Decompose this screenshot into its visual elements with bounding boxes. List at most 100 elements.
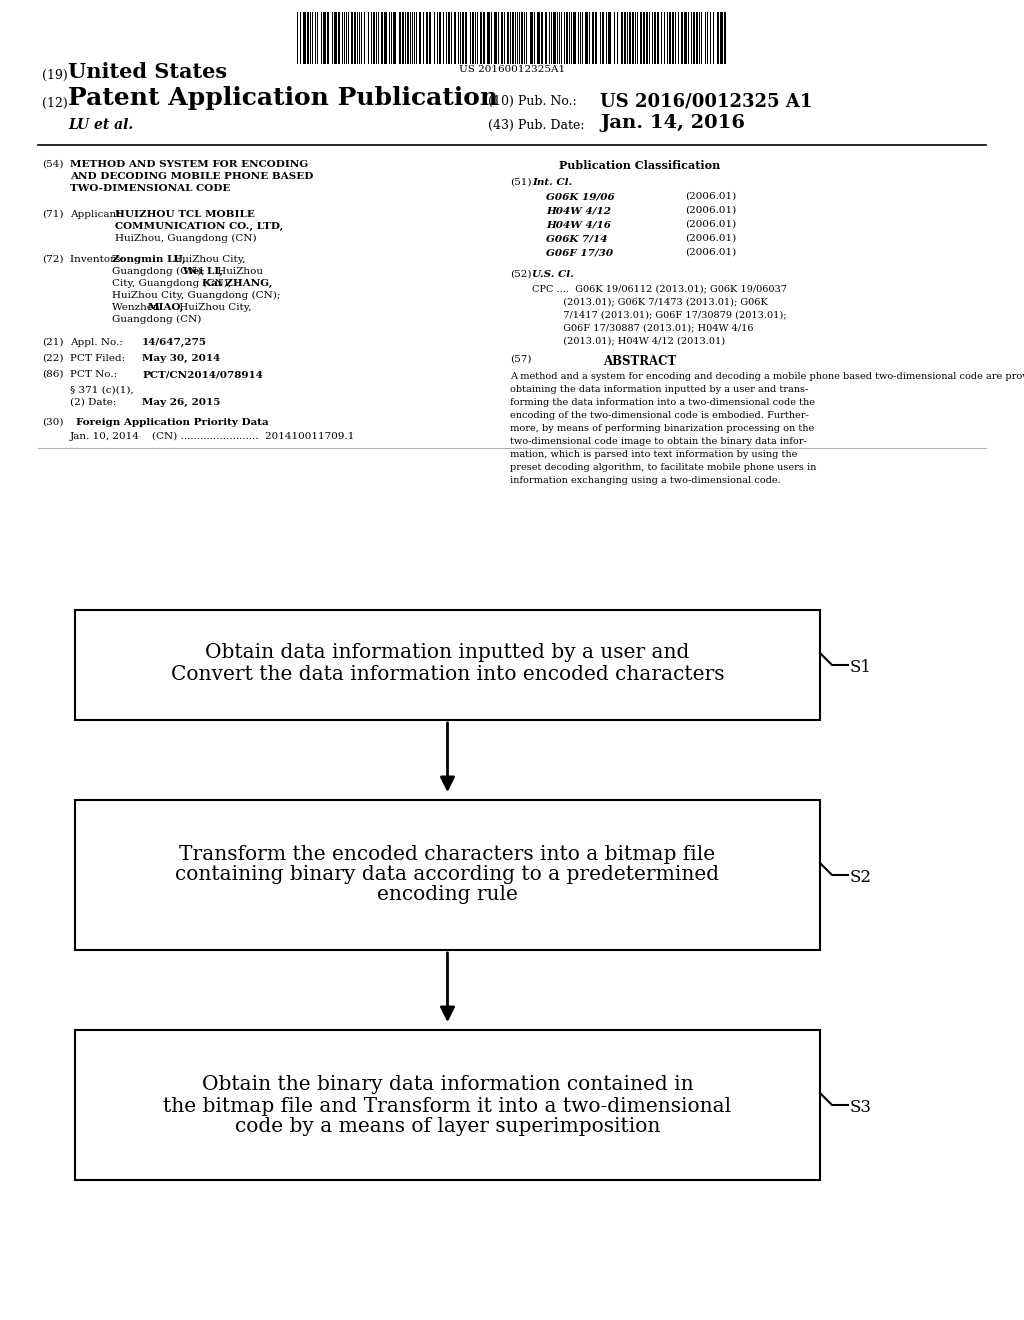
Text: ABSTRACT: ABSTRACT [603, 355, 677, 368]
Bar [667, 12, 668, 63]
Text: obtaining the data information inputted by a user and trans-: obtaining the data information inputted … [510, 385, 808, 393]
Bar [342, 12, 343, 63]
Text: U.S. Cl.: U.S. Cl. [532, 271, 573, 279]
Bar [684, 12, 686, 63]
Bar [595, 12, 597, 63]
Bar [465, 12, 467, 63]
Text: Int. Cl.: Int. Cl. [532, 178, 572, 187]
Text: May 30, 2014: May 30, 2014 [142, 354, 220, 363]
Text: Zongmin LU,: Zongmin LU, [112, 255, 185, 264]
Text: Publication Classification: Publication Classification [559, 160, 721, 172]
Text: Obtain the binary data information contained in: Obtain the binary data information conta… [202, 1076, 693, 1094]
Text: H04W 4/16: H04W 4/16 [546, 220, 611, 228]
Bar [504, 12, 505, 63]
Text: Wei LI,: Wei LI, [182, 267, 223, 276]
Bar [605, 12, 607, 63]
Bar [566, 12, 568, 63]
Text: HUIZHOU TCL MOBILE: HUIZHOU TCL MOBILE [115, 210, 255, 219]
Text: information exchanging using a two-dimensional code.: information exchanging using a two-dimen… [510, 477, 780, 484]
Text: Transform the encoded characters into a bitmap file: Transform the encoded characters into a … [179, 846, 716, 865]
Bar [408, 12, 410, 63]
Text: (86): (86) [42, 370, 63, 379]
Bar [589, 12, 590, 63]
Text: code by a means of layer superimposition: code by a means of layer superimposition [234, 1118, 660, 1137]
Text: MIAO,: MIAO, [148, 304, 184, 312]
Bar [75, 1030, 820, 1180]
Text: (10) Pub. No.:: (10) Pub. No.: [488, 95, 577, 108]
Text: (2006.01): (2006.01) [685, 234, 736, 243]
Bar [643, 12, 644, 63]
Text: encoding rule: encoding rule [377, 886, 518, 904]
Bar [640, 12, 642, 63]
Text: G06F 17/30: G06F 17/30 [546, 248, 613, 257]
Bar [75, 610, 820, 719]
Text: mation, which is parsed into text information by using the: mation, which is parsed into text inform… [510, 450, 798, 459]
Text: Wenzhen: Wenzhen [112, 304, 163, 312]
Text: METHOD AND SYSTEM FOR ENCODING: METHOD AND SYSTEM FOR ENCODING [70, 160, 308, 169]
Text: US 2016/0012325 A1: US 2016/0012325 A1 [600, 92, 812, 110]
Text: (2006.01): (2006.01) [685, 206, 736, 215]
Bar [384, 12, 387, 63]
Bar [507, 12, 509, 63]
Text: (2006.01): (2006.01) [685, 248, 736, 257]
Text: more, by means of performing binarization processing on the: more, by means of performing binarizatio… [510, 424, 814, 433]
Text: § 371 (c)(1),: § 371 (c)(1), [70, 385, 134, 395]
Text: HuiZhou City, Guangdong (CN);: HuiZhou City, Guangdong (CN); [112, 290, 281, 300]
Bar [585, 12, 588, 63]
Text: HuiZhou, Guangdong (CN): HuiZhou, Guangdong (CN) [115, 234, 257, 243]
Text: 7/1417 (2013.01); G06F 17/30879 (2013.01);: 7/1417 (2013.01); G06F 17/30879 (2013.01… [532, 310, 786, 319]
Text: S3: S3 [850, 1098, 872, 1115]
Text: HuiZhou City,: HuiZhou City, [176, 304, 252, 312]
Text: Guangdong (CN): Guangdong (CN) [112, 315, 202, 325]
Text: COMMUNICATION CO., LTD,: COMMUNICATION CO., LTD, [115, 222, 284, 231]
Text: G06K 19/06: G06K 19/06 [546, 191, 614, 201]
Text: (52): (52) [510, 271, 531, 279]
Text: S2: S2 [850, 869, 872, 886]
Bar [724, 12, 725, 63]
Bar [455, 12, 457, 63]
Text: G06F 17/30887 (2013.01); H04W 4/16: G06F 17/30887 (2013.01); H04W 4/16 [532, 323, 754, 333]
Bar [354, 12, 356, 63]
Bar [351, 12, 353, 63]
Text: PCT/CN2014/078914: PCT/CN2014/078914 [142, 370, 263, 379]
Text: US 20160012325A1: US 20160012325A1 [459, 65, 565, 74]
Bar [629, 12, 631, 63]
Bar [553, 12, 556, 63]
Bar [399, 12, 401, 63]
Bar [530, 12, 534, 63]
Bar [307, 12, 309, 63]
Bar [592, 12, 594, 63]
Text: May 26, 2015: May 26, 2015 [142, 399, 220, 407]
Bar [637, 12, 638, 63]
Text: (22): (22) [42, 354, 63, 363]
Text: (2) Date:: (2) Date: [70, 399, 117, 407]
Bar [324, 12, 327, 63]
Text: (51): (51) [510, 178, 531, 187]
Text: PCT No.:: PCT No.: [70, 370, 117, 379]
Bar [645, 12, 647, 63]
Bar [545, 12, 547, 63]
Text: Appl. No.:: Appl. No.: [70, 338, 123, 347]
Text: (72): (72) [42, 255, 63, 264]
Bar [339, 12, 340, 63]
Bar [695, 12, 697, 63]
Text: Inventors:: Inventors: [70, 255, 127, 264]
Bar [542, 12, 543, 63]
Text: United States: United States [68, 62, 227, 82]
Text: containing binary data according to a predetermined: containing binary data according to a pr… [175, 866, 720, 884]
Text: S1: S1 [850, 659, 872, 676]
Bar [328, 12, 329, 63]
Text: HuiZhou City,: HuiZhou City, [170, 255, 246, 264]
Bar [462, 12, 464, 63]
Text: preset decoding algorithm, to facilitate mobile phone users in: preset decoding algorithm, to facilitate… [510, 463, 816, 473]
Bar [429, 12, 431, 63]
Text: (21): (21) [42, 338, 63, 347]
Text: HuiZhou: HuiZhou [214, 267, 263, 276]
Bar [480, 12, 482, 63]
Text: PCT Filed:: PCT Filed: [70, 354, 125, 363]
Bar [669, 12, 671, 63]
Bar [651, 12, 653, 63]
Text: Convert the data information into encoded characters: Convert the data information into encode… [171, 665, 724, 685]
Text: (2006.01): (2006.01) [685, 191, 736, 201]
Bar [600, 12, 601, 63]
